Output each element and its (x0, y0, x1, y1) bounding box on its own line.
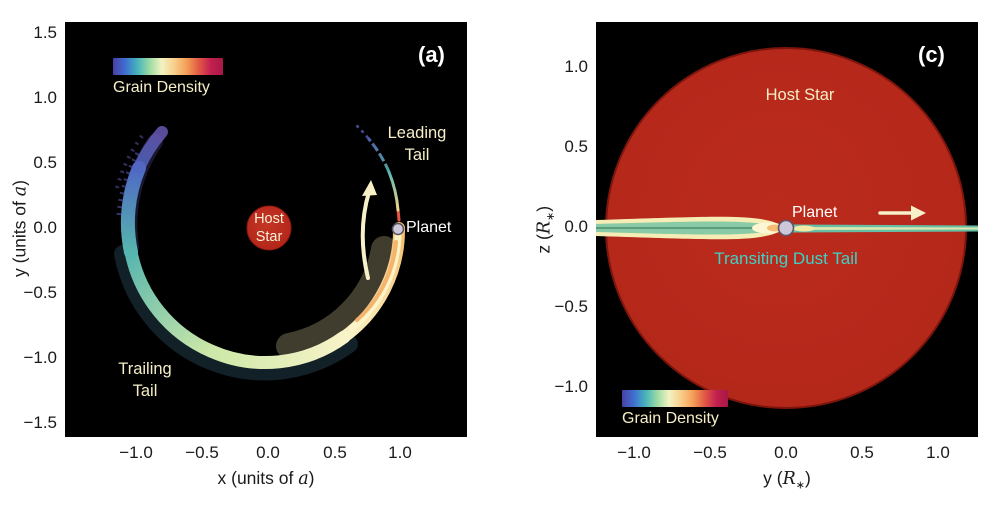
panel-c-ytick: 1.0 (564, 57, 588, 76)
host-star-label: Host Star (234, 210, 304, 246)
panel-a-plot-area: (a) Grain Density Leading Tail Planet Ho… (65, 22, 467, 437)
colorbar-gradient (113, 58, 223, 75)
trailing-tail-segment (204, 330, 351, 370)
trailing-tail-segment (133, 126, 168, 174)
panel-a-y-axis-title: y (units of a) (9, 180, 31, 277)
transiting-dust-tail-label: Transiting Dust Tail (714, 249, 858, 268)
trailing-tail-segment (120, 161, 146, 259)
panel-c-xtick: −0.5 (693, 443, 727, 462)
panel-a-ytick: 0.0 (33, 218, 57, 237)
trailing-tail-orange-edge (355, 240, 398, 322)
panel-c-transit-view (596, 22, 978, 437)
panel-a-x-axis-title: x (units of a) (217, 468, 315, 489)
panel-a-colorbar-label: Grain Density (113, 79, 210, 96)
leading-tail-ragged-end (354, 123, 369, 139)
orbital-motion-arrowhead (362, 180, 377, 196)
colorbar-gradient (622, 390, 728, 407)
leading-tail-segment (366, 137, 391, 173)
panel-c-colorbar-label: Grain Density (622, 410, 719, 427)
leading-tail-label-line2: Tail (404, 146, 430, 164)
panel-a-ytick: −1.5 (23, 413, 57, 432)
panel-a-xtick: 0.5 (323, 443, 347, 462)
host-star-label-line1: Host (254, 211, 284, 227)
panel-c-xtick: 1.0 (926, 443, 950, 462)
host-star-disk (246, 205, 292, 251)
orbital-motion-arrow (360, 190, 371, 280)
panel-a-dust-map (65, 22, 467, 437)
panel-a-ytick: −1.0 (23, 348, 57, 367)
transit-tail-right-bright-start (793, 225, 815, 232)
panel-c-ytick: −0.5 (554, 297, 588, 316)
transit-motion-arrowhead (911, 205, 926, 221)
trailing-tail-halo (114, 245, 358, 381)
panel-c-plot-area: (c) Host Star Planet Transiting Dust Tai… (596, 22, 978, 437)
panel-c-xtick: 0.0 (774, 443, 798, 462)
panel-a-letter: (a) (418, 42, 445, 67)
planet-dot (391, 222, 405, 236)
panel-c-x-axis-title: y (R∗) (763, 468, 811, 492)
panel-a: 1.5 1.0 0.5 0.0 −0.5 −1.0 −1.5 −1.0 −0.5… (10, 22, 467, 489)
panel-a-ytick: 0.5 (33, 153, 57, 172)
leading-tail-fresh-grains (396, 208, 401, 222)
trailing-tail-label-line2: Tail (132, 382, 158, 400)
planet-label: Planet (406, 219, 452, 236)
panel-c-letter: (c) (918, 42, 945, 67)
panel-a-ytick: 1.0 (33, 88, 57, 107)
panel-c: 1.0 0.5 0.0 −0.5 −1.0 −1.0 −0.5 0.0 0.5 … (533, 22, 978, 492)
trailing-tail-label: Trailing Tail (105, 358, 185, 402)
panel-c-xtick: −1.0 (617, 443, 651, 462)
panel-c-ytick: −1.0 (554, 377, 588, 396)
panel-a-xtick: −1.0 (119, 443, 153, 462)
panel-a-xtick: 1.0 (388, 443, 412, 462)
panel-a-xtick: 0.0 (256, 443, 280, 462)
planet-dot (777, 219, 795, 237)
trailing-tail-diffuse-glow (276, 236, 397, 359)
leading-tail-label-line1: Leading (387, 124, 447, 142)
panel-c-ytick: 0.0 (564, 217, 588, 236)
panel-a-xtick: −0.5 (185, 443, 219, 462)
panel-c-ytick: 0.5 (564, 137, 588, 156)
transit-tail-right-core (792, 227, 978, 230)
panel-a-ytick: −0.5 (23, 283, 57, 302)
panel-c-y-axis-title: z (R∗) (533, 205, 557, 254)
planet-label: Planet (792, 204, 838, 221)
leading-tail-label: Leading Tail (375, 122, 459, 166)
leading-tail-segment (387, 170, 400, 212)
host-star-label: Host Star (765, 86, 835, 104)
panel-a-ytick: 1.5 (33, 23, 57, 42)
trailing-tail-segment (124, 245, 218, 358)
panel-c-xtick: 0.5 (850, 443, 874, 462)
host-star-label-line2: Star (255, 229, 283, 245)
trailing-tail-label-line1: Trailing (118, 360, 172, 378)
